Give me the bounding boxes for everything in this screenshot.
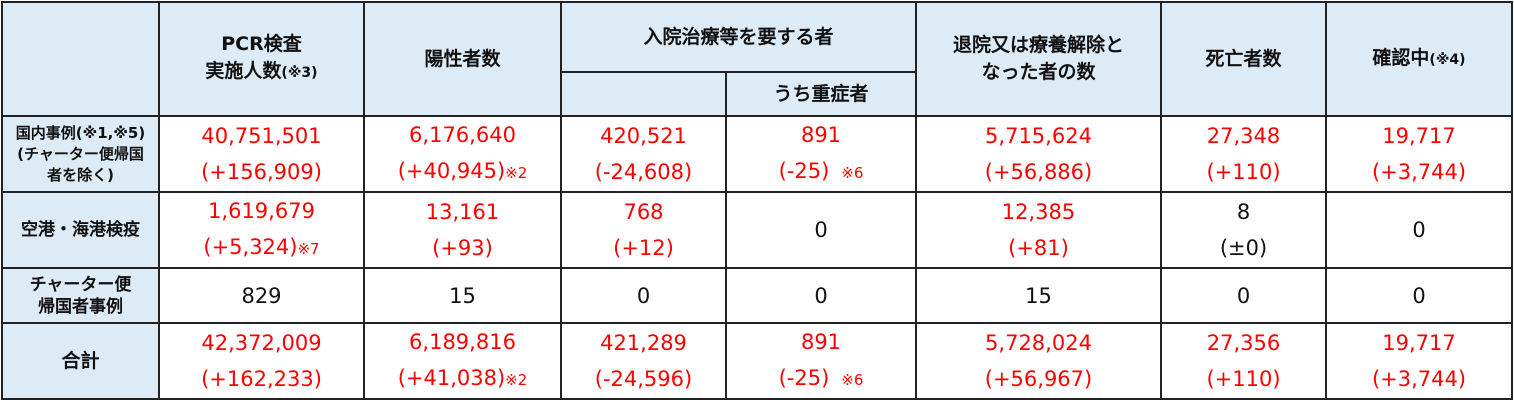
table-row-domestic: 国内事例(※1,※5) (チャーター便帰国 者を除く) 40,751,501 (+156… bbox=[1, 115, 1513, 193]
cell-discharged: 12,385 (+81) bbox=[915, 191, 1162, 269]
cell-value: 891 bbox=[800, 123, 842, 147]
cell-delta: (+110) bbox=[1206, 160, 1281, 184]
cell-value: 0 bbox=[814, 283, 828, 308]
cell-value: 0 bbox=[814, 218, 828, 242]
cell-value: 40,751,501 bbox=[201, 124, 322, 148]
footnote-mark: ※2 bbox=[505, 371, 528, 389]
cell-pcr: 42,372,009 (+162,233) bbox=[158, 322, 365, 400]
cell-pcr: 40,751,501 (+156,909) bbox=[158, 115, 365, 193]
cell-pcr: 1,619,679 (+5,324)※7 bbox=[158, 191, 365, 269]
cell-value: 0 bbox=[1236, 283, 1251, 308]
cell-value: 891 bbox=[800, 330, 842, 354]
cell-hospital: 421,289 (-24,596) bbox=[560, 322, 727, 400]
cell-value: 5,715,624 bbox=[985, 124, 1092, 148]
cell-value: 8 bbox=[1236, 200, 1251, 224]
cell-positive: 13,161 (+93) bbox=[363, 191, 562, 269]
footnote-mark: ※6 bbox=[841, 164, 864, 182]
cell-value: 0 bbox=[636, 283, 651, 308]
table-row-charter: チャーター便 帰国者事例 829 15 0 0 15 0 0 bbox=[1, 267, 1513, 324]
cell-discharged: 15 bbox=[915, 267, 1162, 324]
cell-delta: (-24,596) bbox=[594, 367, 693, 391]
cell-value: 27,348 bbox=[1206, 124, 1281, 148]
cell-positive: 15 bbox=[363, 267, 562, 324]
cell-confirming: 19,717 (+3,744) bbox=[1325, 115, 1513, 193]
cell-value: 829 bbox=[241, 283, 282, 308]
cell-positive: 6,176,640 (+40,945)※2 bbox=[363, 115, 562, 193]
cell-delta: (+41,038)※2 bbox=[397, 366, 528, 390]
cell-value: 19,717 bbox=[1382, 124, 1456, 148]
cell-value: 1,619,679 bbox=[208, 199, 315, 223]
cell-delta: (+5,324)※7 bbox=[203, 235, 320, 259]
cell-delta: (+56,967) bbox=[984, 367, 1093, 391]
cell-confirming: 0 bbox=[1325, 267, 1513, 324]
cell-value: 6,189,816 bbox=[409, 330, 516, 354]
cell-delta: (-25) ※6 bbox=[778, 366, 864, 390]
header-discharged: 退院又は療養解除と なった者の数 bbox=[915, 1, 1162, 117]
cell-delta: (+110) bbox=[1206, 367, 1281, 391]
cell-pcr: 829 bbox=[158, 267, 365, 324]
header-deaths: 死亡者数 bbox=[1160, 1, 1327, 117]
cell-severe: 891 (-25) ※6 bbox=[725, 115, 917, 193]
cell-value: 15 bbox=[1025, 283, 1052, 308]
cell-value: 0 bbox=[1412, 218, 1426, 242]
cell-delta: (+81) bbox=[1008, 236, 1069, 260]
cell-delta: (-24,608) bbox=[594, 160, 693, 184]
cell-confirming: 0 bbox=[1325, 191, 1513, 269]
cell-value: 768 bbox=[623, 200, 664, 224]
cell-severe: 891 (-25) ※6 bbox=[725, 322, 917, 400]
corner-header bbox=[1, 1, 160, 117]
table-row-total: 合計 42,372,009 (+162,233) 6,189,816 (+41,038)… bbox=[1, 322, 1513, 400]
header-confirming: 確認中(※4) bbox=[1325, 1, 1513, 117]
header-hospital: 入院治療等を要する者 bbox=[560, 1, 917, 73]
cell-positive: 6,189,816 (+41,038)※2 bbox=[363, 322, 562, 400]
cell-delta: (+3,744) bbox=[1371, 160, 1467, 184]
cell-value: 5,728,024 bbox=[985, 331, 1092, 355]
cell-delta: (-25) ※6 bbox=[778, 159, 864, 183]
cell-severe: 0 bbox=[725, 267, 917, 324]
cell-value: 421,289 bbox=[600, 331, 687, 355]
cell-hospital: 420,521 (-24,608) bbox=[560, 115, 727, 193]
cell-confirming: 19,717 (+3,744) bbox=[1325, 322, 1513, 400]
cell-value: 0 bbox=[1412, 283, 1426, 308]
row-label-domestic: 国内事例(※1,※5) (チャーター便帰国 者を除く) bbox=[1, 115, 160, 193]
cell-value: 15 bbox=[449, 283, 476, 308]
cell-delta: (+40,945)※2 bbox=[397, 159, 528, 183]
footnote-mark: ※6 bbox=[841, 371, 864, 389]
cell-value: 12,385 bbox=[1001, 200, 1076, 224]
cell-delta: (+3,744) bbox=[1371, 367, 1467, 391]
cell-value: 6,176,640 bbox=[409, 123, 516, 147]
cell-hospital: 768 (+12) bbox=[560, 191, 727, 269]
row-label-quarantine: 空港・海港検疫 bbox=[1, 191, 160, 269]
row-label-total: 合計 bbox=[1, 322, 160, 400]
footnote-mark: ※2 bbox=[505, 164, 528, 182]
cell-value: 42,372,009 bbox=[201, 331, 322, 355]
cell-deaths: 0 bbox=[1160, 267, 1327, 324]
header-severe: うち重症者 bbox=[725, 71, 917, 117]
cell-value: 19,717 bbox=[1382, 331, 1456, 355]
cell-hospital: 0 bbox=[560, 267, 727, 324]
cell-discharged: 5,728,024 (+56,967) bbox=[915, 322, 1162, 400]
cell-deaths: 8 (±0) bbox=[1160, 191, 1327, 269]
cell-delta: (+162,233) bbox=[201, 367, 322, 391]
table-row-quarantine: 空港・海港検疫 1,619,679 (+5,324)※7 13,161 (+93) 768… bbox=[1, 191, 1513, 269]
cell-delta: (+12) bbox=[613, 236, 674, 260]
cell-value: 13,161 bbox=[425, 200, 500, 224]
cell-value: 27,356 bbox=[1206, 331, 1281, 355]
cell-deaths: 27,356 (+110) bbox=[1160, 322, 1327, 400]
row-label-charter: チャーター便 帰国者事例 bbox=[1, 267, 160, 324]
cell-discharged: 5,715,624 (+56,886) bbox=[915, 115, 1162, 193]
cell-delta: (+156,909) bbox=[201, 160, 322, 184]
cell-delta: (±0) bbox=[1219, 236, 1268, 260]
footnote-mark: ※7 bbox=[297, 240, 320, 258]
cell-deaths: 27,348 (+110) bbox=[1160, 115, 1327, 193]
header-pcr: PCR検査 実施人数(※3) bbox=[158, 1, 365, 117]
header-positive: 陽性者数 bbox=[363, 1, 562, 117]
cell-severe: 0 bbox=[725, 191, 917, 269]
header-hospital-main bbox=[560, 72, 727, 117]
cell-value: 420,521 bbox=[600, 124, 687, 148]
cell-delta: (+93) bbox=[432, 236, 493, 260]
cell-delta: (+56,886) bbox=[984, 160, 1093, 184]
